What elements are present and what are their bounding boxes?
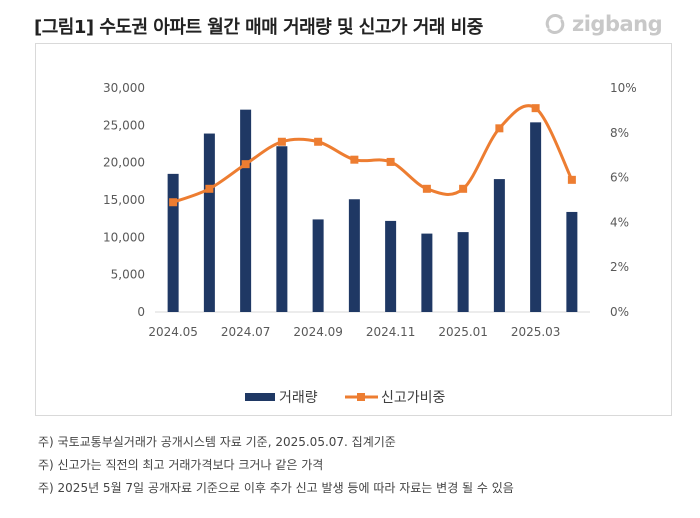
bar [385, 220, 397, 312]
chart-container [35, 43, 672, 416]
zigbang-logo-icon [545, 14, 565, 34]
y-left-tick-label: 20,000 [103, 156, 145, 170]
x-tick-label: 2024.09 [293, 325, 343, 339]
y-left-tick-label: 25,000 [103, 118, 145, 132]
y-left-tick-label: 10,000 [103, 230, 145, 244]
line-point [495, 124, 504, 133]
bar [276, 146, 288, 312]
footnote: 주) 신고가는 직전의 최고 거래가격보다 크거나 같은 가격 [38, 458, 324, 472]
legend-label: 거래량 [279, 390, 318, 406]
bar-series [167, 109, 578, 312]
line-point [386, 157, 395, 166]
bar [348, 199, 360, 312]
line-point [205, 184, 214, 193]
footnote: 주) 국토교통부실거래가 공개시스템 자료 기준, 2025.05.07. 집계… [38, 435, 396, 449]
line-point [241, 160, 250, 169]
x-tick-label: 2025.03 [511, 325, 561, 339]
y-right-axis: 0% 2% 4% 6% 8% 10% [610, 81, 637, 319]
logo-text: zigbang [572, 12, 663, 36]
zigbang-logo: zigbang [544, 11, 663, 37]
x-axis: 2024.05 2024.07 2024.09 2024.11 2025.01 2025.… [148, 325, 560, 339]
footnotes: 주) 국토교통부실거래가 공개시스템 자료 기준, 2025.05.07. 집계… [38, 431, 678, 500]
series-line [172, 104, 574, 204]
bar [312, 219, 324, 312]
legend-swatch-bar [245, 393, 275, 401]
bar [203, 133, 215, 312]
x-tick-label: 2025.01 [438, 325, 488, 339]
line-point [422, 184, 431, 193]
y-left-tick-label: 0 [137, 305, 145, 319]
bar [530, 122, 542, 312]
line-point [350, 155, 359, 164]
x-tick-label: 2024.05 [148, 325, 198, 339]
line-series [169, 104, 576, 207]
line-point [459, 184, 468, 193]
y-left-tick-label: 30,000 [103, 81, 145, 95]
x-tick-label: 2024.11 [366, 325, 416, 339]
footnote: 주) 2025년 5월 7일 공개자료 기준으로 이후 추가 신고 발생 등에 … [38, 481, 514, 495]
y-right-tick-label: 0% [610, 305, 629, 319]
bar [240, 109, 252, 312]
y-right-tick-label: 8% [610, 126, 629, 140]
line-point [567, 175, 576, 184]
bar [421, 233, 433, 312]
y-left-axis: 0 5,000 10,000 15,000 20,000 25,000 30,000 [103, 81, 145, 319]
legend-label: 신고가비중 [381, 390, 446, 406]
y-right-tick-label: 4% [610, 215, 629, 229]
figure-title: [그림1] 수도권 아파트 월간 매매 거래량 및 신고가 거래 비중 [34, 17, 483, 38]
legend: 거래량 신고가비중 [245, 390, 446, 406]
legend-marker [357, 393, 365, 401]
bar [167, 173, 179, 312]
line-point [531, 104, 540, 113]
y-left-tick-label: 15,000 [103, 193, 145, 207]
line-point [314, 137, 323, 146]
y-left-tick-label: 5,000 [111, 268, 145, 282]
bar [493, 179, 505, 312]
line-point [277, 137, 286, 146]
bar [457, 232, 469, 312]
x-tick-label: 2024.07 [221, 325, 271, 339]
combo-chart: 0 5,000 10,000 15,000 20,000 25,000 30,000 0% 2… [103, 81, 637, 406]
y-right-tick-label: 2% [610, 260, 629, 274]
y-right-tick-label: 6% [610, 171, 629, 185]
y-right-tick-label: 10% [610, 81, 637, 95]
line-point [169, 198, 178, 207]
bar [566, 211, 578, 312]
